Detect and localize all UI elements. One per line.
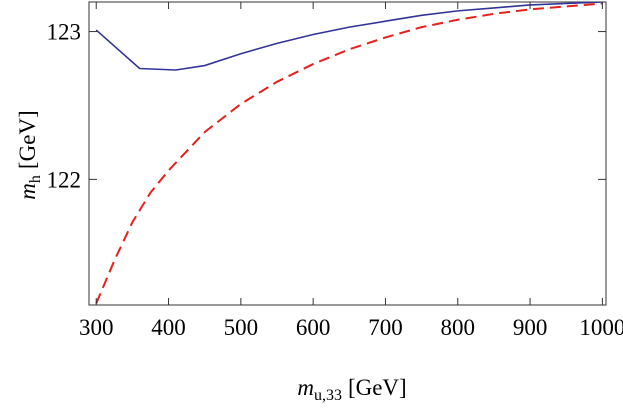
x-tick-label: 1000 [579, 315, 623, 340]
y-tick-label: 123 [47, 20, 82, 45]
x-tick-label: 600 [296, 315, 331, 340]
series-line-dashed [95, 2, 603, 304]
x-tick-label: 900 [513, 315, 548, 340]
series-line-solid [95, 2, 603, 71]
x-tick-label: 400 [151, 315, 186, 340]
x-axis-label: mu,33 [GeV] [297, 375, 406, 404]
x-tick-label: 300 [79, 315, 114, 340]
y-tick-label: 122 [47, 167, 82, 192]
x-tick-label: 800 [441, 315, 476, 340]
y-axis-label: mh[GeV] [15, 110, 44, 199]
x-tick-label: 500 [224, 315, 259, 340]
plot-frame [88, 1, 607, 306]
x-tick-label: 700 [368, 315, 403, 340]
